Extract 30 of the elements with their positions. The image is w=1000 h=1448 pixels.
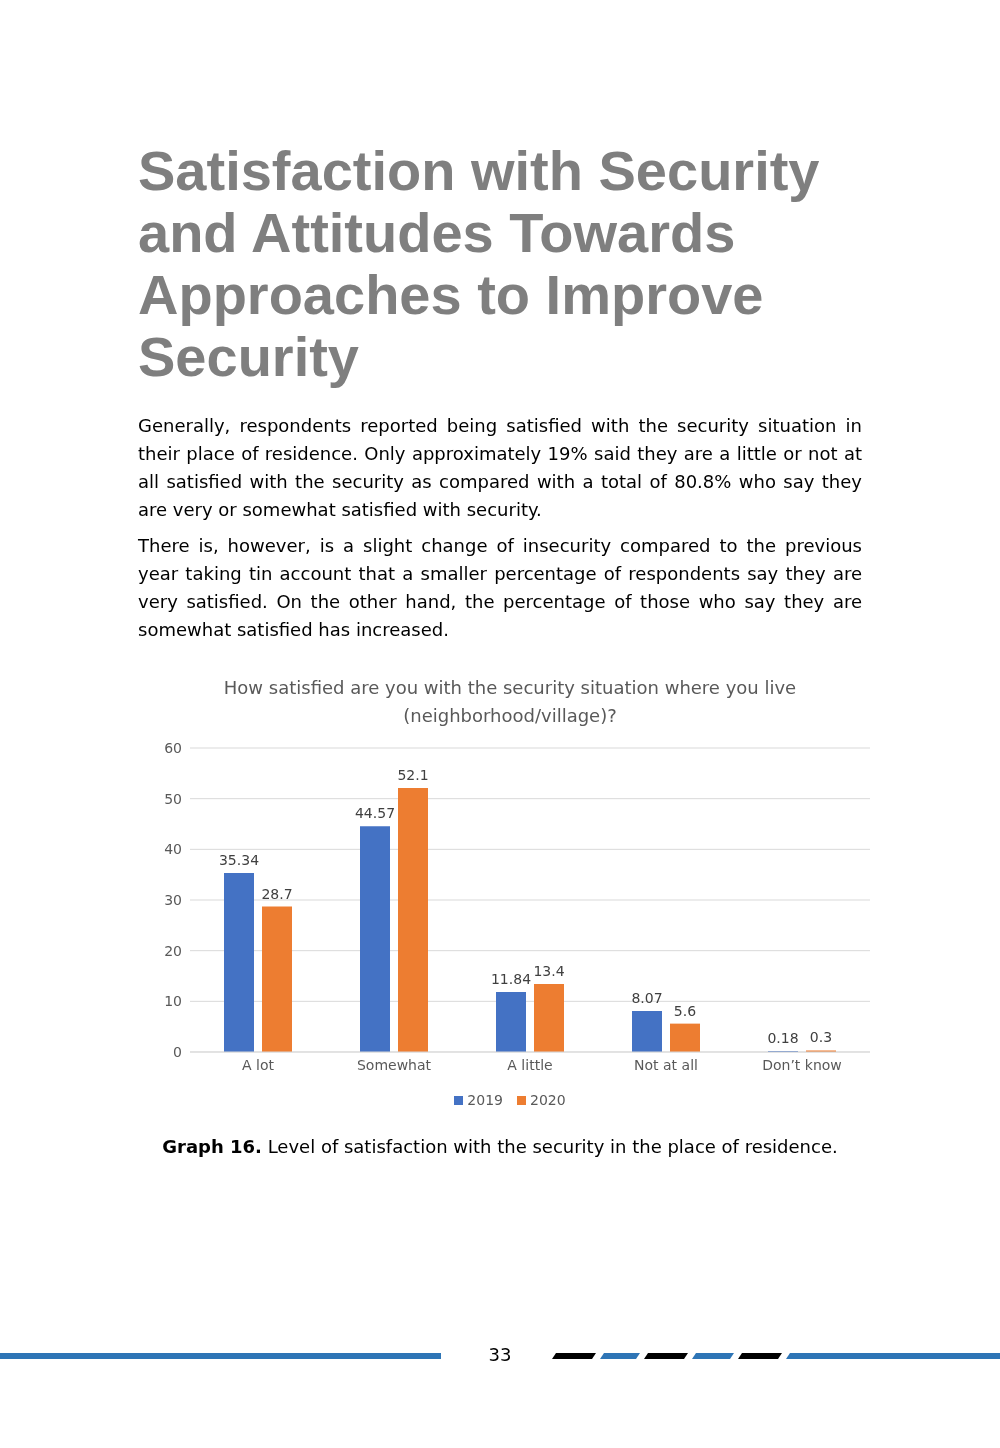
y-tick-label: 30 <box>164 891 182 908</box>
text: 33 <box>487 1344 513 1365</box>
y-tick-label: 50 <box>164 790 182 807</box>
x-tick-label: A little <box>507 1056 553 1073</box>
data-label: 0.18 <box>767 1030 799 1047</box>
y-tick-label: 40 <box>164 841 182 858</box>
x-tick-label: Somewhat <box>356 1056 432 1073</box>
data-label: 52.1 <box>397 767 429 784</box>
data-label: 0.3 <box>809 1029 833 1046</box>
x-tick-label: A lot <box>242 1056 275 1073</box>
legend-label: 2019 <box>466 1092 503 1108</box>
y-tick-label: 60 <box>164 739 182 756</box>
data-label: 28.7 <box>261 885 293 902</box>
text: Generally, respondents reported being satisfied with the security situation in their place of residence. Only approximately 19% said they are a little or not at all satisfied with the security as compared with a total of 80.8% who say they are very or somewhat satisfied with security. <box>138 414 862 522</box>
legend-label: 2020 <box>529 1092 566 1108</box>
y-tick-label: 20 <box>164 942 182 959</box>
caption: Graph 16. Level of satisfaction with the security in the place of residence. <box>161 1136 839 1157</box>
text: Satisfaction with Security and Attitudes Towards Approaches to Improve Security <box>138 139 821 388</box>
data-label: 8.07 <box>631 990 663 1007</box>
text: There is, however, is a slight change of insecurity compared to the previous year taking tin account that a smaller percentage of respondents say they are very satisfied. On the other hand, the percentage of those who say they are somewhat satisfied has increased. <box>138 534 862 642</box>
x-tick-label: Not at all <box>634 1056 698 1073</box>
chart-title: How satisfied are you with the security situation where you live (neighborhood/village)? <box>222 676 798 728</box>
y-tick-label: 0 <box>173 1043 182 1060</box>
data-label: 11.84 <box>490 971 532 988</box>
data-label: 44.57 <box>354 805 396 822</box>
data-label: 35.34 <box>218 851 260 868</box>
x-tick-label: Don’t know <box>762 1056 842 1073</box>
data-label: 13.4 <box>533 963 565 980</box>
y-tick-label: 10 <box>164 993 182 1010</box>
data-label: 5.6 <box>673 1002 697 1019</box>
